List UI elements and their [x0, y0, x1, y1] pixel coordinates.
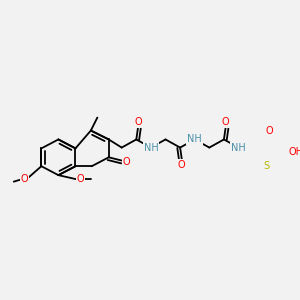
Text: O: O — [76, 174, 84, 184]
Text: O: O — [222, 117, 230, 128]
Text: O: O — [123, 157, 130, 167]
Text: O: O — [20, 174, 28, 184]
Text: O: O — [134, 117, 142, 128]
Text: NH: NH — [143, 142, 158, 153]
Text: OH: OH — [288, 147, 300, 158]
Text: O: O — [178, 160, 186, 170]
Text: NH: NH — [187, 134, 202, 145]
Text: S: S — [264, 161, 270, 171]
Text: NH: NH — [231, 142, 246, 153]
Text: O: O — [266, 125, 273, 136]
